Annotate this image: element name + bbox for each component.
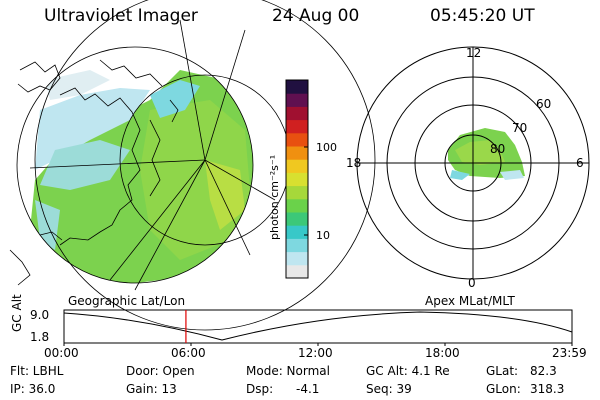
polar-plot (356, 46, 590, 280)
mlt-label-6: 6 (576, 156, 584, 170)
timeline-ylabel: GC Alt (10, 294, 24, 332)
timeline-ytick-top: 9.0 (30, 308, 50, 322)
colorbar-swatch (286, 251, 308, 266)
mlt-label-18: 18 (346, 156, 362, 170)
right-map-caption: Apex MLat/MLT (425, 294, 515, 308)
time-label: 05:45:20 UT (430, 6, 535, 26)
timeline-xtick: 12:00 (298, 346, 333, 360)
timeline-xtick: 18:00 (425, 346, 460, 360)
mlt-label-0: 0 (468, 276, 476, 290)
gcalt-info: GC Alt: 4.1 Re (366, 364, 450, 378)
timeline-plot (63, 309, 573, 346)
glat-label: GLat: (486, 364, 519, 378)
colorbar-swatch (286, 159, 308, 173)
glon-label: GLon: (486, 382, 521, 396)
colorbar-swatch (286, 119, 308, 134)
ip-info: IP: 36.0 (10, 382, 56, 396)
mlat-label-60: 60 (536, 97, 552, 111)
dsp-value: -4.1 (296, 382, 320, 396)
colorbar-frame (285, 79, 309, 279)
colorbar-swatch (286, 264, 308, 279)
colorbar-tick-100: 100 (316, 141, 337, 154)
colorbar-swatch (286, 172, 308, 187)
colorbar-swatch (286, 80, 308, 94)
glon-value: 318.3 (530, 382, 565, 396)
colorbar-swatch (286, 198, 308, 213)
door-info: Door: Open (126, 364, 195, 378)
colorbar (285, 79, 309, 279)
colorbar-swatch (286, 225, 308, 239)
colorbar-swatch (286, 238, 308, 253)
colorbar-swatch (286, 132, 308, 147)
colorbar-tick-10: 10 (316, 229, 330, 242)
colorbar-swatch (286, 93, 308, 107)
app-title: Ultraviolet Imager (44, 6, 198, 26)
seq-info: Seq: 39 (366, 382, 412, 396)
timeline-xtick: 00:00 (44, 346, 79, 360)
timeline-xtick: 23:59 (552, 346, 587, 360)
mlat-label-70: 70 (512, 121, 528, 135)
mode-info: Mode: Normal (246, 364, 330, 378)
timeline-ytick-bottom: 1.8 (30, 330, 50, 344)
date-label: 24 Aug 00 (272, 6, 360, 26)
mlt-label-12: 12 (466, 46, 482, 60)
timeline-xtick: 06:00 (171, 346, 206, 360)
gain-info: Gain: 13 (126, 382, 177, 396)
colorbar-swatch (286, 106, 308, 121)
glat-value: 82.3 (530, 364, 557, 378)
colorbar-swatch (286, 146, 308, 160)
colorbar-unit-label: photon cm⁻²s⁻¹ (268, 154, 281, 240)
left-map-caption: Geographic Lat/Lon (68, 294, 186, 308)
filter-info: Flt: LBHL (10, 364, 64, 378)
mlat-label-80: 80 (490, 142, 506, 156)
dsp-label: Dsp: (246, 382, 274, 396)
polar-auroral-patch (448, 128, 525, 180)
colorbar-swatch (286, 212, 308, 226)
colorbar-swatch (286, 185, 308, 200)
